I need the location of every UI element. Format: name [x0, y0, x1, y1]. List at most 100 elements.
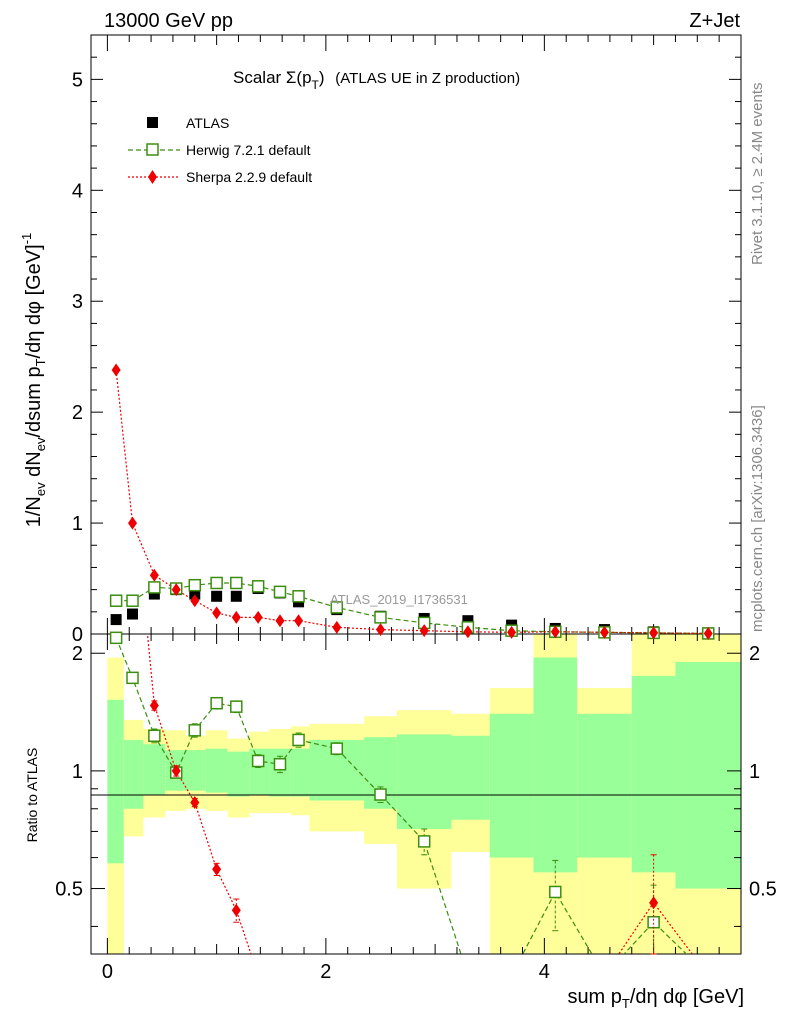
- main-point-atlas: [211, 590, 223, 602]
- band-green-bin: [675, 661, 741, 889]
- ratio-point-herwig: [647, 915, 660, 929]
- rivet-label: Rivet 3.1.10, ≥ 2.4M events: [749, 83, 766, 266]
- title-sub: T: [312, 78, 320, 92]
- legend: ATLAS Herwig 7.2.1 default Sherpa 2.2.9 …: [128, 115, 312, 185]
- main-point-sherpa: [171, 583, 181, 597]
- ratio-ytick-label: 0.5: [55, 879, 83, 901]
- band-green-bin: [186, 750, 206, 791]
- main-point-sherpa: [550, 625, 560, 639]
- main-ytick-label: 1: [72, 513, 83, 535]
- ratio-point-herwig: [273, 757, 287, 771]
- main-point-sherpa: [703, 626, 713, 640]
- main-point-herwig: [210, 576, 223, 590]
- header-right: Z+Jet: [689, 10, 740, 32]
- main-point-atlas: [127, 608, 139, 620]
- main-point-herwig: [188, 578, 202, 592]
- main-point-sherpa: [231, 610, 241, 624]
- main-point-sherpa: [375, 623, 385, 637]
- main-point-herwig: [148, 581, 161, 594]
- ratio-point-herwig: [374, 788, 387, 801]
- main-point-sherpa: [649, 626, 659, 640]
- ratio-point-herwig: [148, 729, 161, 742]
- ratio-point-sherpa: [212, 862, 222, 876]
- ratio-ytick-label: 2: [72, 643, 83, 665]
- band-green-bin: [577, 713, 632, 858]
- uncertainty-bands: [107, 634, 741, 954]
- main-point-sherpa: [419, 624, 429, 638]
- title-end: ): [319, 68, 325, 87]
- main-ytick-label: 0: [72, 624, 83, 646]
- main-point-sherpa: [599, 625, 609, 639]
- series-markers: [109, 363, 715, 955]
- main-point-sherpa: [463, 625, 473, 639]
- band-green-bin: [489, 713, 534, 858]
- ratio-point-sherpa: [149, 698, 159, 712]
- band-green-bin: [107, 699, 124, 864]
- main-point-herwig: [251, 580, 265, 593]
- ratio-point-herwig: [417, 835, 431, 848]
- title-rest: (ATLAS UE in Z production): [335, 70, 520, 87]
- xtick-label: 2: [320, 961, 331, 983]
- band-green-bin: [396, 734, 452, 830]
- xtick-label: 4: [539, 961, 550, 983]
- band-green-bin: [631, 675, 676, 873]
- ratio-ytick-label-right: 0.5: [749, 879, 777, 901]
- main-point-sherpa: [507, 625, 517, 639]
- ratio-ytick-label: 1: [72, 761, 83, 783]
- main-point-atlas: [189, 588, 201, 600]
- main-point-atlas: [230, 590, 242, 602]
- main-point-herwig: [109, 594, 123, 607]
- legend-label-herwig: Herwig 7.2.1 default: [186, 142, 311, 158]
- legend-marker-atlas: [147, 117, 158, 128]
- ratio-point-herwig: [292, 733, 305, 747]
- main-point-herwig: [126, 594, 139, 607]
- main-point-herwig: [273, 585, 287, 599]
- legend-label-sherpa: Sherpa 2.2.9 default: [186, 169, 312, 185]
- main-point-sherpa: [332, 620, 342, 634]
- main-point-atlas: [148, 588, 160, 600]
- band-green-bin: [290, 748, 310, 797]
- main-line-herwig: [116, 582, 709, 634]
- ratio-ytick-label-right: 1: [749, 761, 760, 783]
- main-point-sherpa: [190, 594, 200, 608]
- band-green-bin: [205, 748, 228, 793]
- main-point-herwig: [230, 576, 243, 590]
- ratio-point-herwig: [251, 754, 265, 768]
- main-point-sherpa: [128, 516, 138, 530]
- ratio-point-herwig: [126, 671, 139, 685]
- source-label: mcplots.cern.ch [arXiv:1306.3436]: [749, 405, 766, 632]
- main-point-sherpa: [111, 363, 121, 377]
- main-ylabel: 1/Nev dNev/dsum pT/dη dφ [GeV]-1: [19, 233, 48, 528]
- main-point-herwig: [330, 601, 344, 614]
- header-left: 13000 GeV pp: [104, 10, 233, 32]
- ratio-plot-frame: [90, 633, 742, 955]
- plot-title: Scalar Σ(pT) (ATLAS UE in Z production): [233, 68, 520, 92]
- main-ytick-label: 4: [72, 180, 83, 202]
- main-point-sherpa: [212, 606, 222, 620]
- main-point-herwig: [374, 611, 387, 624]
- xtick-label: 0: [102, 961, 113, 983]
- band-green-bin: [143, 744, 166, 795]
- legend-marker-herwig: [146, 143, 159, 156]
- ratio-point-herwig: [188, 724, 202, 737]
- ratio-point-herwig: [549, 885, 562, 899]
- ratio-point-sherpa: [190, 796, 200, 810]
- ratio-point-herwig: [230, 700, 243, 713]
- legend-label-atlas: ATLAS: [186, 115, 229, 131]
- main-point-atlas: [110, 614, 122, 626]
- ratio-point-sherpa: [231, 903, 241, 917]
- ratio-point-herwig: [330, 742, 344, 755]
- legend-marker-sherpa: [148, 170, 157, 184]
- main-ytick-label: 2: [72, 402, 83, 424]
- main-ytick-label: 3: [72, 291, 83, 313]
- ratio-point-herwig: [109, 631, 123, 645]
- band-green-bin: [451, 735, 490, 820]
- band-green-bin: [123, 739, 144, 809]
- band-green-bin: [227, 751, 250, 797]
- ratio-point-sherpa: [171, 764, 181, 778]
- ratio-ylabel: Ratio to ATLAS: [24, 748, 40, 843]
- ratio-point-herwig: [210, 696, 223, 710]
- main-point-herwig: [292, 590, 305, 603]
